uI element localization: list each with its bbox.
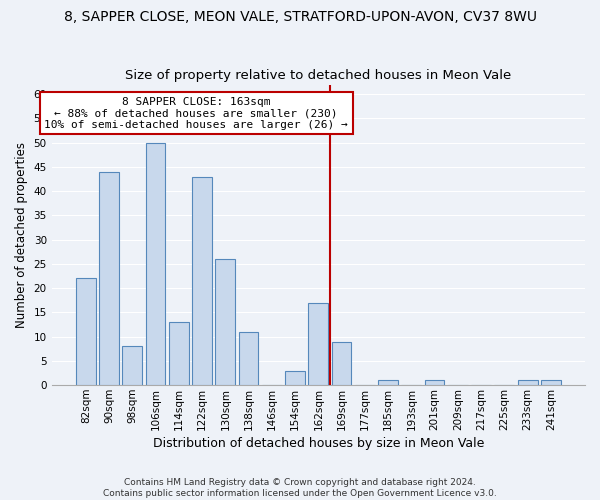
Bar <box>332 342 352 385</box>
Bar <box>215 259 235 385</box>
Title: Size of property relative to detached houses in Meon Vale: Size of property relative to detached ho… <box>125 69 511 82</box>
Bar <box>378 380 398 385</box>
Bar <box>76 278 95 385</box>
X-axis label: Distribution of detached houses by size in Meon Vale: Distribution of detached houses by size … <box>152 437 484 450</box>
Text: 8 SAPPER CLOSE: 163sqm
← 88% of detached houses are smaller (230)
10% of semi-de: 8 SAPPER CLOSE: 163sqm ← 88% of detached… <box>44 96 348 130</box>
Bar <box>239 332 259 385</box>
Bar <box>541 380 561 385</box>
Bar <box>169 322 188 385</box>
Y-axis label: Number of detached properties: Number of detached properties <box>15 142 28 328</box>
Bar <box>192 176 212 385</box>
Bar <box>146 142 166 385</box>
Bar <box>308 302 328 385</box>
Text: Contains HM Land Registry data © Crown copyright and database right 2024.
Contai: Contains HM Land Registry data © Crown c… <box>103 478 497 498</box>
Bar <box>518 380 538 385</box>
Bar <box>122 346 142 385</box>
Bar <box>99 172 119 385</box>
Text: 8, SAPPER CLOSE, MEON VALE, STRATFORD-UPON-AVON, CV37 8WU: 8, SAPPER CLOSE, MEON VALE, STRATFORD-UP… <box>64 10 536 24</box>
Bar <box>425 380 445 385</box>
Bar <box>285 370 305 385</box>
